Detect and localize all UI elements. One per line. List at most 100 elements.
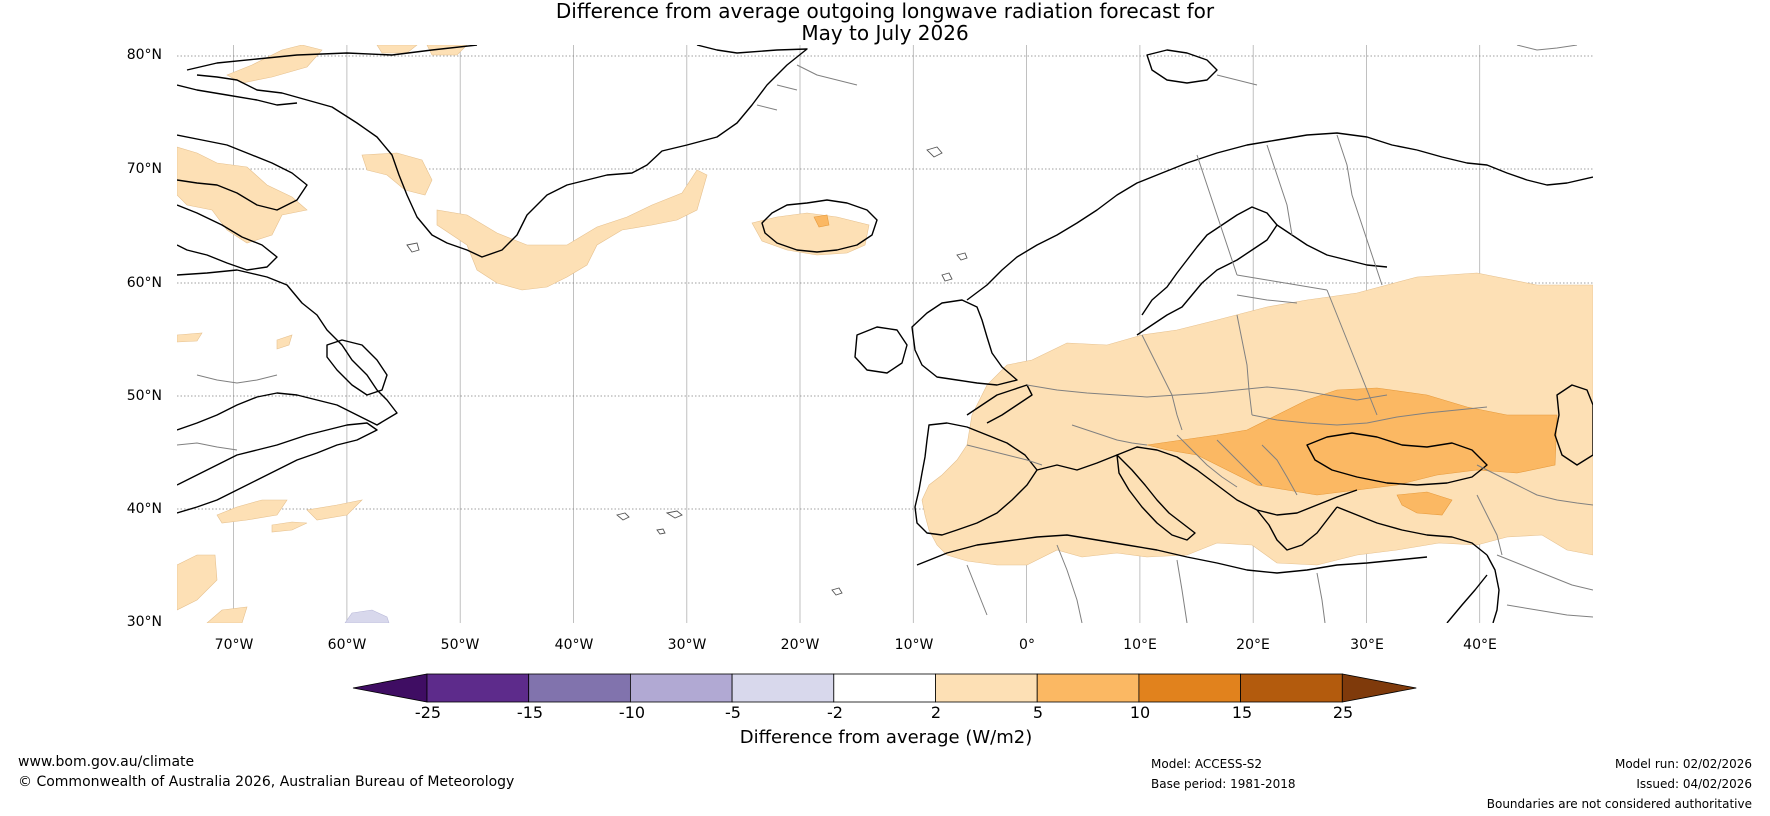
coastline-caspian	[1554, 384, 1593, 466]
anomaly-area-north-atlantic-negative	[344, 609, 390, 623]
anomaly-area-labrador-coast	[177, 554, 218, 611]
island-shetland	[941, 272, 953, 282]
border-france-spain	[966, 444, 1043, 466]
colorbar-segment-5-10	[1036, 673, 1140, 703]
latitude-label-40n: 40°N	[126, 501, 162, 517]
colorbar-segment-neg5-neg2	[731, 673, 835, 703]
colorbar-segment-10-15	[1138, 673, 1242, 703]
border-middle-east	[1496, 554, 1593, 618]
coastline-levant	[1486, 554, 1500, 623]
chart-title-line-2: May to July 2026	[801, 21, 969, 45]
anomaly-area-baffin	[177, 146, 308, 244]
coastlines	[177, 45, 1593, 623]
longitude-label-70w: 70°W	[214, 637, 254, 653]
border-svalbard-islands	[1216, 74, 1258, 86]
colorbar-extend-low	[352, 673, 428, 703]
longitude-label-40w: 40°W	[554, 637, 594, 653]
coastline-turkey-south	[1336, 506, 1488, 556]
longitude-label-20e: 20°E	[1236, 637, 1270, 653]
anomaly-area-atlantic-3	[271, 521, 308, 533]
border-russia-west	[1326, 289, 1378, 416]
colorbar-segment-neg2-2	[833, 673, 936, 703]
island-azores-1	[616, 512, 630, 521]
anomaly-area-greenland-west	[361, 152, 433, 196]
longitude-label-0: 0°	[1019, 637, 1035, 653]
island-faroes	[956, 252, 968, 261]
forecast-map	[177, 45, 1593, 623]
border-germany-poland	[1141, 334, 1183, 431]
anomaly-5-to-10-areas	[813, 214, 1558, 516]
latitude-label-50n: 50°N	[126, 388, 162, 404]
border-ukraine	[1251, 406, 1488, 426]
anomaly-area-atlantic-1	[216, 499, 288, 524]
footer-issued: Issued: 04/02/2026	[1636, 777, 1752, 791]
border-arctic-islands-east	[1516, 45, 1578, 51]
island-azores-2	[665, 510, 683, 519]
anomaly-neg-2-to-neg-5-areas	[344, 609, 390, 623]
coastline-baffin-south	[177, 204, 278, 271]
colorbar-segment-2-5	[935, 673, 1038, 703]
colorbar-segment-neg10-neg5	[629, 673, 733, 703]
footer-model: Model: ACCESS-S2	[1151, 757, 1263, 771]
coastline-north-africa	[916, 534, 1428, 574]
border-canada	[177, 374, 278, 451]
coastline-red-sea	[1446, 574, 1488, 623]
longitude-label-60w: 60°W	[327, 637, 367, 653]
anomaly-area-newfoundland	[276, 334, 293, 350]
colorbar-tick-15: 15	[1231, 703, 1253, 722]
coastline-italy	[1116, 454, 1196, 541]
border-turkey-east	[1476, 494, 1503, 556]
coastline-black-sea	[1306, 432, 1488, 486]
island-jan-mayen	[926, 146, 943, 158]
colorbar-tick-10: 10	[1129, 703, 1151, 722]
footer-copyright: © Commonwealth of Australia 2026, Austra…	[18, 774, 515, 790]
longitude-label-50w: 50°W	[440, 637, 480, 653]
colorbar-tick-5: 5	[1032, 703, 1044, 722]
border-scandinavia	[1196, 134, 1383, 286]
coastline-baltic	[1136, 206, 1278, 336]
footer-base-period: Base period: 1981-2018	[1151, 777, 1296, 791]
colorbar-segment-15-25	[1240, 673, 1343, 703]
colorbar	[352, 673, 1417, 703]
border-poland-east	[1236, 314, 1253, 416]
coastline-greenland	[186, 45, 808, 258]
small-islands	[406, 146, 968, 596]
coastline-labrador	[177, 269, 398, 431]
coastline-kola	[1416, 149, 1593, 186]
longitude-label-10w: 10°W	[894, 637, 934, 653]
longitude-label-30w: 30°W	[667, 637, 707, 653]
footer-model-run: Model run: 02/02/2026	[1614, 757, 1752, 771]
colorbar-tick-neg2: -2	[827, 703, 843, 722]
colorbar-tick-25: 25	[1332, 703, 1354, 722]
colorbar-tick-neg5: -5	[725, 703, 741, 722]
longitude-label-30e: 30°E	[1350, 637, 1384, 653]
island-greenland-sw	[406, 242, 420, 253]
coastline-nova-scotia	[177, 422, 378, 514]
border-balkans	[1176, 434, 1298, 496]
anomaly-area-greenland-east	[436, 169, 708, 291]
colorbar-extend-high	[1341, 673, 1417, 703]
latitude-label-60n: 60°N	[126, 275, 162, 291]
latitude-label-70n: 70°N	[126, 161, 162, 177]
anomaly-area-west-coast	[177, 332, 203, 343]
coastline-norway	[966, 132, 1418, 301]
coastline-iceland	[761, 199, 878, 253]
coastline-ireland	[854, 326, 908, 374]
country-borders	[177, 45, 1593, 623]
colorbar-segment-neg15-neg10	[528, 673, 631, 703]
border-central-europe	[1026, 384, 1388, 401]
longitude-label-10e: 10°E	[1123, 637, 1157, 653]
colorbar-tick-neg15: -15	[516, 703, 544, 722]
border-baltics	[1236, 274, 1328, 304]
colorbar-tick-neg25: -25	[414, 703, 442, 722]
anomaly-area-turkey-east	[1396, 491, 1453, 516]
anomaly-area-south-atlantic	[206, 606, 248, 623]
border-north-africa	[966, 544, 1326, 623]
coastline-aegean	[1256, 506, 1338, 551]
anomaly-area-atlantic-2	[306, 499, 363, 521]
latitude-label-30n: 30°N	[126, 614, 162, 630]
island-canary	[831, 587, 843, 596]
border-greenland-ice	[756, 64, 858, 111]
chart-title-line-1: Difference from average outgoing longwav…	[555, 0, 1215, 23]
coastline-svalbard	[1146, 49, 1218, 84]
